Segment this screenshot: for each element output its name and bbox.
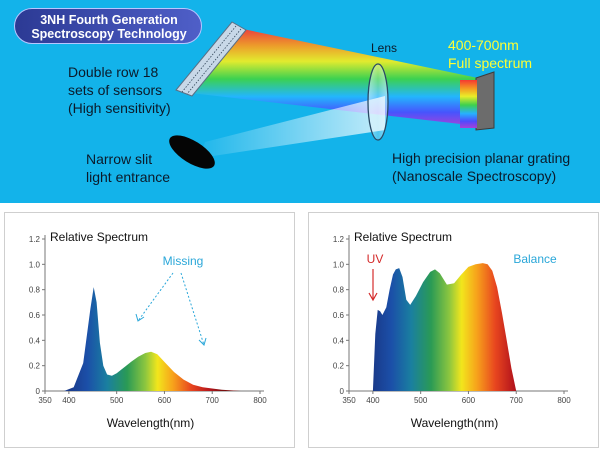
uv-arrowhead [368,292,378,302]
x-tick-label: 700 [206,396,220,405]
uv-annotation: UV [367,252,384,266]
lens-label: Lens [371,41,398,55]
x-tick-label: 500 [110,396,124,405]
range-label-line-2: Full spectrum [448,55,533,71]
sensor-label-line-1: Double row 18 [68,64,159,80]
grating-label-line-2: (Nanoscale Spectroscopy) [392,168,557,184]
y-tick-label: 0.4 [333,336,345,345]
x-tick-label: 800 [557,396,571,405]
x-tick-label: 600 [462,396,476,405]
spectrum-area [372,263,517,391]
y-tick-label: 0.8 [333,286,345,295]
lens-shape [367,63,389,141]
x-axis-title: Wavelength(nm) [106,416,195,430]
y-tick-label: 1.2 [333,235,345,244]
spectrum-chart-left: 0 0.2 0.4 0.6 0.8 1.0 1.2 350 400 500 600 700 800 Mis… [29,235,267,405]
x-tick-label: 700 [510,396,524,405]
spectrum-area [64,287,241,391]
x-tick-label: 350 [342,396,356,405]
x-tick-label: 400 [366,396,380,405]
missing-arrowhead-right [198,337,207,346]
slit-label-line-1: Narrow slit [86,151,153,167]
y-tick-label: 0 [36,387,41,396]
slit-entrance [169,135,215,169]
x-tick-label: 350 [38,396,52,405]
y-tick-label: 0.4 [29,336,41,345]
badge-line-2: Spectroscopy Technology [31,27,187,41]
spectrum-chart-right: 0 0.2 0.4 0.6 0.8 1.0 1.2 350 400 500 600 700 800 UV B… [333,235,571,405]
optical-path-illustration [169,21,495,169]
y-tick-label: 0.6 [333,311,345,320]
technology-badge: 3NH Fourth Generation Spectroscopy Techn… [14,8,202,44]
chart-panel-missing: 0 0.2 0.4 0.6 0.8 1.0 1.2 350 400 500 600 700 800 Mis… [4,212,295,448]
badge-line-1: 3NH Fourth Generation [40,13,178,27]
x-axis-title: Wavelength(nm) [410,416,499,430]
y-tick-label: 1.2 [29,235,41,244]
x-tick-label: 600 [158,396,172,405]
x-tick-label: 800 [253,396,267,405]
chart-title: Relative Spectrum [354,230,453,244]
y-tick-label: 0.2 [333,362,345,371]
missing-arrowhead-left [135,313,145,322]
y-tick-label: 0.2 [29,362,41,371]
sensor-label-line-3: (High sensitivity) [68,100,171,116]
y-tick-label: 0.8 [29,286,41,295]
input-light-beam [200,96,385,158]
grating-label-line-1: High precision planar grating [392,150,571,166]
slit-label-line-2: light entrance [86,169,171,185]
y-tick-label: 1.0 [333,260,345,269]
chart-title: Relative Spectrum [50,230,149,244]
dispersed-beam [182,28,478,126]
sensor-array [175,21,247,97]
missing-arrow-right [180,272,205,346]
y-tick-label: 0.6 [29,311,41,320]
balance-annotation: Balance [513,252,557,266]
missing-arrow-left [137,272,174,322]
missing-annotation: Missing [163,254,204,268]
planar-grating [460,71,495,131]
spectroscopy-diagram: 3NH Fourth Generation Spectroscopy Techn… [0,0,600,203]
y-tick-label: 0 [340,387,345,396]
sensor-label-line-2: sets of sensors [68,82,163,98]
x-tick-label: 400 [62,396,76,405]
range-label-line-1: 400-700nm [448,37,519,53]
x-tick-label: 500 [414,396,428,405]
y-tick-label: 1.0 [29,260,41,269]
chart-panel-balance: 0 0.2 0.4 0.6 0.8 1.0 1.2 350 400 500 600 700 800 UV B… [308,212,599,448]
